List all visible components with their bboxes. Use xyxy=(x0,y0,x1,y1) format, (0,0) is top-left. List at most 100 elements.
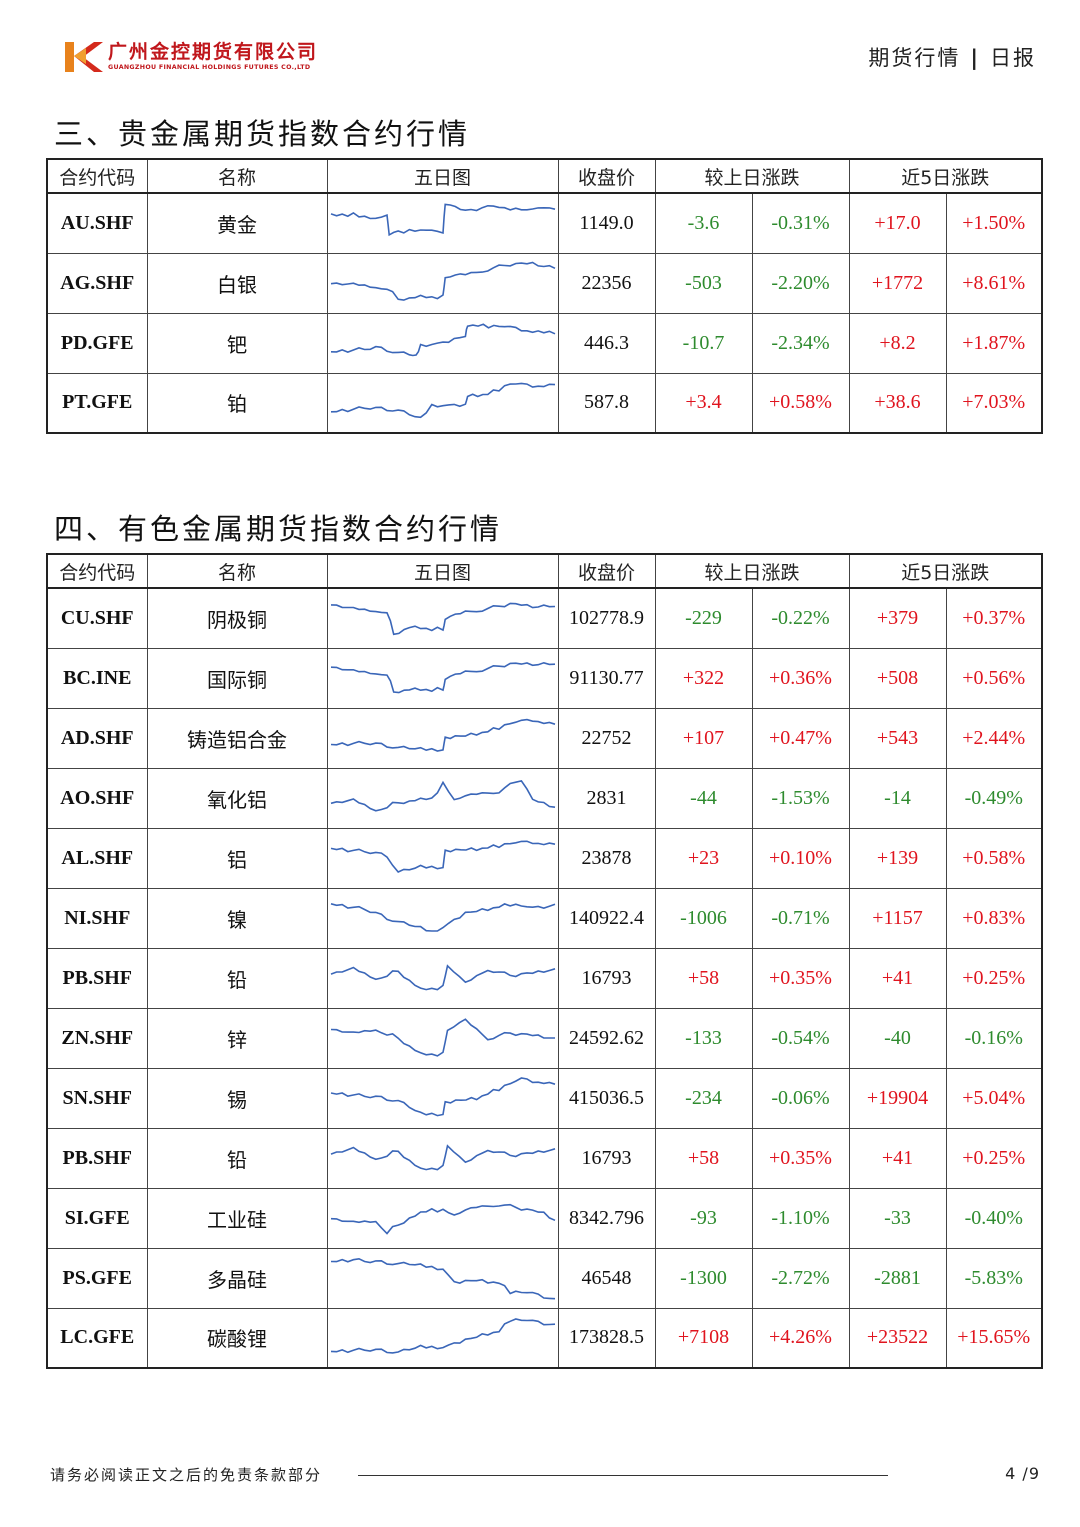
contract-code: NI.SHF xyxy=(46,887,148,949)
close-price: 22356 xyxy=(557,252,656,314)
five-day-chart-cell xyxy=(326,887,559,949)
daily-change-pct: -0.71% xyxy=(751,887,850,949)
five-day-change-pct: +2.44% xyxy=(945,707,1043,769)
sparkline-path xyxy=(330,203,555,237)
five-day-change-pct: +0.37% xyxy=(945,587,1043,649)
five-day-change: +543 xyxy=(848,707,947,769)
table-row: NI.SHF 镍 140922.4 -1006 -0.71% +1157 +0.83% xyxy=(46,887,1043,949)
close-price: 91130.77 xyxy=(557,647,656,709)
sparkline-path xyxy=(330,1203,555,1235)
close-price: 446.3 xyxy=(557,312,656,374)
daily-change: -229 xyxy=(654,587,753,649)
table-row: SN.SHF 锡 415036.5 -234 -0.06% +19904 +5.04% xyxy=(46,1067,1043,1129)
contract-code: AO.SHF xyxy=(46,767,148,829)
sparkline-path xyxy=(330,382,555,418)
contract-name: 白银 xyxy=(146,252,328,314)
contract-code: AD.SHF xyxy=(46,707,148,769)
column-header: 名称 xyxy=(146,158,328,194)
daily-change: -133 xyxy=(654,1007,753,1069)
column-header: 近5日涨跌 xyxy=(848,553,1043,589)
daily-change-pct: -2.72% xyxy=(751,1247,850,1309)
table-row: AL.SHF 铝 23878 +23 +0.10% +139 +0.58% xyxy=(46,827,1043,889)
five-day-change: -40 xyxy=(848,1007,947,1069)
daily-change-pct: -0.54% xyxy=(751,1007,850,1069)
daily-change: +58 xyxy=(654,1127,753,1189)
section-title-precious: 三、贵金属期货指数合约行情 xyxy=(54,117,471,151)
daily-change-pct: +0.47% xyxy=(751,707,850,769)
five-day-chart-cell xyxy=(326,707,559,769)
table-header-row: 合约代码 名称 五日图 收盘价 较上日涨跌 近5日涨跌 xyxy=(46,553,1043,589)
five-day-sparkline xyxy=(330,382,555,418)
daily-change-pct: -0.06% xyxy=(751,1067,850,1129)
five-day-change: +23522 xyxy=(848,1307,947,1369)
header-separator: | xyxy=(970,46,980,70)
contract-code: SN.SHF xyxy=(46,1067,148,1129)
daily-change-pct: +0.58% xyxy=(751,372,850,434)
sparkline-path xyxy=(330,602,555,636)
column-header: 较上日涨跌 xyxy=(654,158,850,194)
contract-code: SI.GFE xyxy=(46,1187,148,1249)
five-day-chart-cell xyxy=(326,647,559,709)
table-header-row: 合约代码 名称 五日图 收盘价 较上日涨跌 近5日涨跌 xyxy=(46,158,1043,194)
five-day-chart-cell xyxy=(326,827,559,889)
five-day-change-pct: -5.83% xyxy=(945,1247,1043,1309)
five-day-chart-cell xyxy=(326,1067,559,1129)
daily-change-pct: -1.53% xyxy=(751,767,850,829)
five-day-change-pct: +0.83% xyxy=(945,887,1043,949)
page-header: 广州金控期货有限公司 GUANGZHOU FINANCIAL HOLDINGS … xyxy=(0,0,1080,100)
table-row: ZN.SHF 锌 24592.62 -133 -0.54% -40 -0.16% xyxy=(46,1007,1043,1069)
table-row: CU.SHF 阴极铜 102778.9 -229 -0.22% +379 +0.37% xyxy=(46,587,1043,649)
daily-change: -234 xyxy=(654,1067,753,1129)
daily-change: -3.6 xyxy=(654,192,753,254)
five-day-change-pct: +0.58% xyxy=(945,827,1043,889)
five-day-change-pct: +1.87% xyxy=(945,312,1043,374)
five-day-change: +8.2 xyxy=(848,312,947,374)
contract-name: 铸造铝合金 xyxy=(146,707,328,769)
contract-name: 锌 xyxy=(146,1007,328,1069)
table-row: PB.SHF 铅 16793 +58 +0.35% +41 +0.25% xyxy=(46,947,1043,1009)
five-day-sparkline xyxy=(330,1018,555,1057)
daily-change: +322 xyxy=(654,647,753,709)
company-name-en: GUANGZHOU FINANCIAL HOLDINGS FUTURES CO.… xyxy=(108,64,311,71)
five-day-change: +41 xyxy=(848,947,947,1009)
five-day-change: +41 xyxy=(848,1127,947,1189)
five-day-chart-cell xyxy=(326,1307,559,1369)
table-row: PS.GFE 多晶硅 46548 -1300 -2.72% -2881 -5.83% xyxy=(46,1247,1043,1309)
page-footer: 请务必阅读正文之后的免责条款部分 4 /9 xyxy=(50,1464,1040,1488)
column-header: 名称 xyxy=(146,553,328,589)
five-day-change: +508 xyxy=(848,647,947,709)
daily-change: -1300 xyxy=(654,1247,753,1309)
close-price: 173828.5 xyxy=(557,1307,656,1369)
daily-change-pct: -2.20% xyxy=(751,252,850,314)
sparkline-path xyxy=(330,964,555,991)
logo-k-icon xyxy=(64,40,104,74)
daily-change: -503 xyxy=(654,252,753,314)
five-day-change-pct: +0.25% xyxy=(945,1127,1043,1189)
table-row: AU.SHF 黄金 1149.0 -3.6 -0.31% +17.0 +1.50% xyxy=(46,192,1043,254)
nonferrous-metals-table: 合约代码 名称 五日图 收盘价 较上日涨跌 近5日涨跌 CU.SHF 阴极铜 102778.9-… xyxy=(46,553,1044,1369)
contract-code: ZN.SHF xyxy=(46,1007,148,1069)
five-day-chart-cell xyxy=(326,372,559,434)
close-price: 415036.5 xyxy=(557,1067,656,1129)
contract-code: AU.SHF xyxy=(46,192,148,254)
table-row: AD.SHF 铸造铝合金 22752 +107 +0.47% +543 +2.44% xyxy=(46,707,1043,769)
contract-name: 阴极铜 xyxy=(146,587,328,649)
five-day-change-pct: +15.65% xyxy=(945,1307,1043,1369)
company-logo: 广州金控期货有限公司 GUANGZHOU FINANCIAL HOLDINGS … xyxy=(64,40,318,76)
five-day-sparkline xyxy=(330,903,555,932)
column-header: 五日图 xyxy=(326,158,559,194)
daily-change: -1006 xyxy=(654,887,753,949)
five-day-sparkline xyxy=(330,602,555,636)
five-day-sparkline xyxy=(330,1203,555,1235)
close-price: 8342.796 xyxy=(557,1187,656,1249)
contract-name: 铅 xyxy=(146,947,328,1009)
disclaimer-note: 请务必阅读正文之后的免责条款部分 xyxy=(50,1466,323,1484)
five-day-chart-cell xyxy=(326,1127,559,1189)
table-row: SI.GFE 工业硅 8342.796 -93 -1.10% -33 -0.40% xyxy=(46,1187,1043,1249)
five-day-change: +38.6 xyxy=(848,372,947,434)
five-day-sparkline xyxy=(330,1257,555,1300)
sparkline-path xyxy=(330,718,555,752)
table-row: AO.SHF 氧化铝 2831 -44 -1.53% -14 -0.49% xyxy=(46,767,1043,829)
daily-change: +3.4 xyxy=(654,372,753,434)
close-price: 102778.9 xyxy=(557,587,656,649)
